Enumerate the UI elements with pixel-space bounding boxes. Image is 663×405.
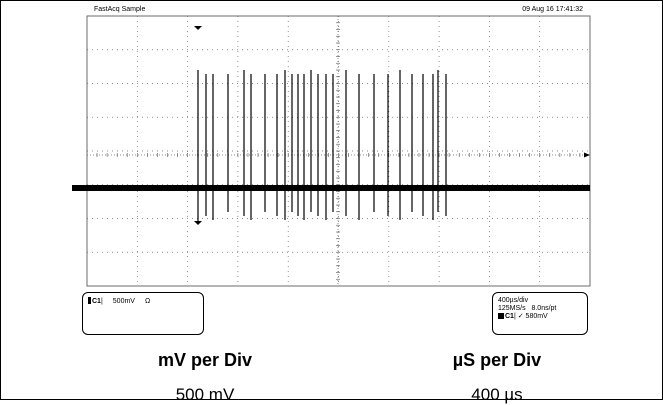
trigger-position-icon — [194, 26, 202, 30]
channel-indicator: C1| — [88, 297, 103, 306]
sample-rate: 125MS/s — [498, 305, 526, 312]
resolution: 8.0ns/pt — [531, 305, 557, 312]
trigger-channel: C1 — [505, 313, 514, 320]
caption-title: mV per Div — [157, 350, 253, 370]
time-per-div: 400µs/div — [498, 297, 529, 304]
caption-value: 500 mV — [175, 385, 235, 404]
graticule — [86, 15, 591, 287]
channel-readout-box: C1| 500mV Ω — [82, 292, 204, 335]
screen-markers — [194, 26, 590, 225]
timebase-readout-box: 400µs/div 125MS/s 8.0ns/pt C1| ✓ 580mV — [492, 292, 588, 335]
trigger-point-icon — [194, 221, 202, 225]
channel-marker-icon — [88, 297, 91, 304]
time-scale-caption: µS per Div 400 µs — [407, 350, 587, 405]
caption-title: µS per Div — [452, 350, 542, 370]
trigger-marker-icon — [498, 313, 504, 319]
trigger-level-icon — [584, 152, 590, 158]
ground-marker — [72, 185, 84, 191]
channel-scale: 500mV — [112, 297, 135, 305]
trigger-slope-icon: ✓ — [517, 313, 524, 320]
voltage-scale-caption: mV per Div 500 mV — [115, 350, 295, 405]
baseline-trace — [72, 185, 590, 191]
sample-rate-row: 125MS/s 8.0ns/pt — [498, 305, 582, 313]
trigger-row: C1| ✓ 580mV — [498, 313, 582, 321]
acquisition-mode-label: FastAcq Sample — [94, 6, 146, 13]
signal-trace — [72, 70, 590, 222]
caption-value: 400 µs — [471, 385, 523, 404]
timestamp-label: 09 Aug 16 17:41:32 — [522, 6, 583, 13]
trigger-level: 580mV — [525, 313, 548, 320]
channel-coupling: Ω — [144, 297, 151, 305]
